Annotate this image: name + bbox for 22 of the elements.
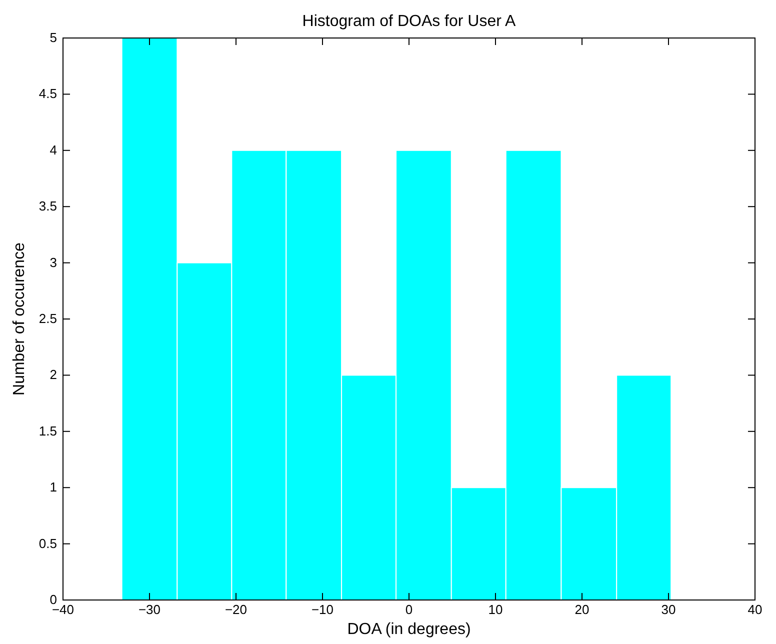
x-axis-title: DOA (in degrees) — [347, 621, 471, 638]
y-tick-label: 4 — [50, 142, 57, 158]
y-tick-label: 3.5 — [38, 198, 57, 214]
x-tick-label: −30 — [138, 602, 161, 617]
x-tick-label: 40 — [748, 602, 762, 617]
y-tick-label: 2 — [50, 367, 57, 382]
y-tick-label: 5 — [50, 30, 57, 45]
x-tick-label: −10 — [311, 602, 334, 617]
y-tick-label: 0.5 — [38, 536, 57, 551]
y-tick-label: 4.5 — [38, 86, 57, 102]
x-tick-label: 30 — [661, 602, 676, 617]
x-tick-label: 20 — [574, 602, 590, 617]
y-tick-label: 2.5 — [38, 311, 57, 326]
x-tick-label: 0 — [405, 602, 413, 617]
x-tick-label: 10 — [488, 602, 503, 617]
y-tick-label: 1 — [50, 480, 57, 495]
y-axis-title: Number of occurence — [11, 242, 28, 396]
x-tick-label: −20 — [224, 602, 248, 617]
y-tick-label: 1.5 — [38, 423, 57, 438]
y-tick-label: 3 — [50, 254, 57, 270]
y-tick-label: 0 — [50, 592, 57, 607]
chart-title: Histogram of DOAs for User A — [302, 13, 516, 30]
